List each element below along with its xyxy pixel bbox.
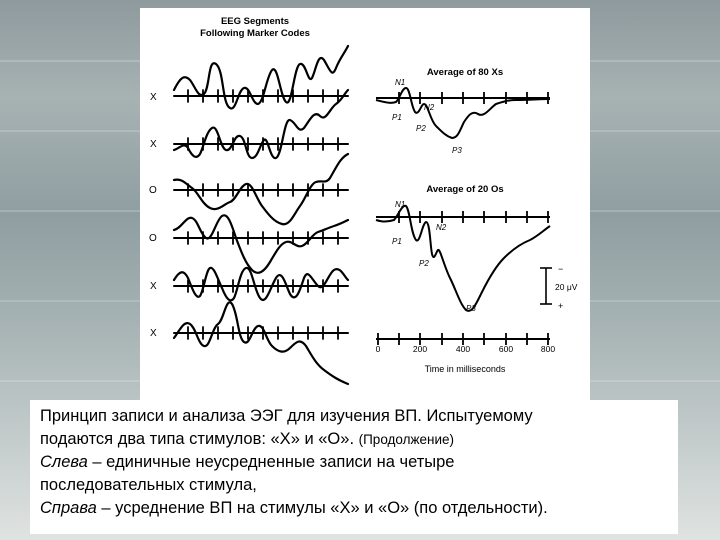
avg-x-peak-n2: N2 [424, 103, 435, 112]
time-tick-label: 600 [499, 344, 513, 354]
eeg-segments [172, 44, 350, 386]
time-axis [376, 333, 550, 345]
time-axis-label: Time in milliseconds [425, 364, 506, 374]
avg-x-peak-p3: P3 [452, 146, 462, 155]
caption-left-text: – единичные неусредненные записи на четы… [87, 453, 455, 471]
eeg-segment-trial-1 [172, 44, 350, 110]
avg-x-peak-p2: P2 [416, 124, 426, 133]
avg-o-peak-n2: N2 [436, 223, 447, 232]
avg-o-peak-p2: P2 [419, 259, 429, 268]
caption-line-1: Принцип записи и анализа ЭЭГ для изучени… [40, 407, 533, 425]
caption-line-4: последовательных стимула, [40, 476, 257, 494]
trial-label: X [150, 92, 157, 103]
caption-left-label: Слева [40, 453, 88, 471]
amplitude-scale-bar [540, 267, 552, 305]
trial-label: X [150, 281, 157, 292]
eeg-title-line2: Following Marker Codes [200, 28, 310, 39]
time-tick-label: 0 [376, 344, 381, 354]
erp-diagram: EEG Segments Following Marker Codes X X … [149, 16, 578, 386]
eeg-segment-trial-4 [172, 214, 350, 274]
avg-o-peak-n1: N1 [395, 200, 405, 209]
caption-box: Принцип записи и анализа ЭЭГ для изучени… [30, 400, 678, 534]
avg-x-peak-n1: N1 [395, 78, 405, 87]
caption-right-text: – усреднение ВП на стимулы «Х» и «О» (по… [96, 499, 548, 517]
scale-label: 20 μV [555, 282, 578, 292]
time-tick-label: 200 [413, 344, 427, 354]
avg-o-peak-p1: P1 [392, 237, 402, 246]
eeg-segment-trial-2 [172, 88, 350, 160]
caption-right-label: Справа [40, 499, 97, 517]
caption-line-2: подаются два типа стимулов: «Х» и «О». (… [40, 428, 670, 451]
avg-x-plot [375, 87, 551, 139]
caption-line-2-main: подаются два типа стимулов: «Х» и «О». [40, 430, 359, 448]
scale-plus-sign: + [558, 301, 563, 311]
caption-line-5: Справа – усреднение ВП на стимулы «Х» и … [40, 497, 670, 520]
scale-minus-sign: − [558, 264, 563, 274]
trial-label: O [149, 233, 157, 244]
avg-o-title: Average of 20 Os [426, 184, 503, 195]
avg-o-waveform [375, 204, 551, 312]
eeg-segment-trial-5 [172, 266, 350, 302]
time-tick-label: 400 [456, 344, 470, 354]
avg-x-waveform [375, 87, 551, 139]
caption-continued-note: (Продолжение) [358, 432, 455, 447]
eeg-title-line1: EEG Segments [221, 16, 289, 27]
trial-label: O [149, 185, 157, 196]
time-tick-label: 800 [541, 344, 555, 354]
eeg-segment-trial-3 [172, 152, 350, 226]
trial-label: X [150, 328, 157, 339]
eeg-segment-trial-6 [172, 301, 350, 386]
erp-figure: EEG Segments Following Marker Codes X X … [140, 8, 590, 400]
avg-o-plot [375, 204, 551, 312]
avg-x-title: Average of 80 Xs [427, 67, 503, 78]
caption-line-3: Слева – единичные неусредненные записи н… [40, 451, 670, 474]
avg-x-peak-p1: P1 [392, 113, 402, 122]
avg-o-peak-p3: P3 [466, 304, 476, 313]
trial-label: X [150, 139, 157, 150]
